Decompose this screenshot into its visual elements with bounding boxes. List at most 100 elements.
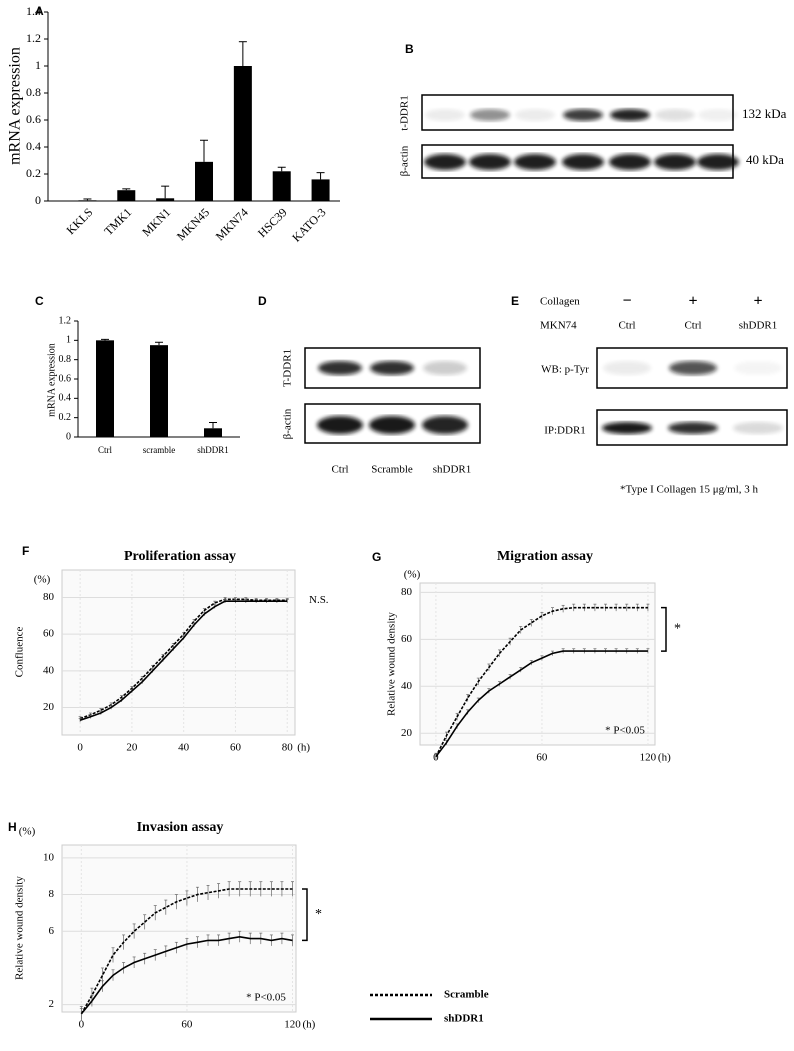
blot-band [424,154,466,170]
blot-band [470,109,510,121]
bar [156,198,175,201]
y-tick-label: 0.4 [59,393,72,404]
panel-letter: C [35,294,44,308]
series-line [79,600,288,722]
y-tick-label: 0.8 [59,354,72,365]
blot-header-label: MKN74 [540,320,577,332]
blot-band [669,361,717,375]
blot-band [603,361,651,375]
blot-band [609,154,651,170]
blot-band [602,422,652,434]
plot-area [61,569,296,736]
bar [233,66,252,201]
y-axis-label: mRNA expression [46,343,57,417]
y-tick-label: 0 [35,193,41,207]
y-tick-label: 80 [401,586,413,598]
series-line [79,598,288,720]
y-tick-label: 1.2 [59,315,72,326]
panel-letter: B [405,42,414,56]
y-tick-label: 1.4 [26,4,41,18]
x-tick-label: HSC39 [255,205,290,240]
y-tick-label: 0.2 [59,412,72,423]
blot-row-label: T-DDR1 [282,349,294,387]
blot-row-label: t-DDR1 [399,95,411,130]
blot-band [469,154,511,170]
blot-band [515,109,555,121]
y-tick-label: 6 [49,925,55,937]
y-axis-label: Relative wound density [386,612,398,716]
chart-title: Migration assay [497,549,593,564]
blot-band [318,361,362,375]
x-tick-label: TMK1 [101,205,134,238]
chart-title: Proliferation assay [124,549,236,564]
blot-band [422,416,468,434]
blot-band [654,154,696,170]
x-tick-label: MKN45 [174,205,212,243]
significance-star: * [674,622,681,637]
x-tick-label: 60 [536,752,548,764]
x-tick-label: 20 [126,742,138,754]
blot-header-lane: shDDR1 [739,320,778,332]
blot-band [514,154,556,170]
blot-band [425,109,465,121]
significance-bracket [661,606,667,652]
blot-size: 40 kDa [746,152,784,167]
blot-band [369,416,415,434]
blot-header-lane: Ctrl [618,320,635,332]
blot-note: *Type I Collagen 15 μg/ml, 3 h [620,484,759,496]
blot-band [562,154,604,170]
bar [96,340,114,437]
blot-band [698,109,738,121]
panel-letter: F [22,544,29,558]
x-axis-label: (h) [302,1019,315,1031]
x-tick-label: KKLS [63,205,95,237]
x-tick-label: shDDR1 [197,445,229,455]
series-line [435,606,648,758]
x-axis-label: (h) [297,742,310,754]
y-axis-label: mRNA expression [7,47,24,165]
blot-bands [317,109,783,434]
blot-header-lane: − [622,293,631,310]
x-tick-label: scramble [143,445,175,455]
y-tick-label: 1 [66,335,71,346]
x-tick-label: 120 [640,752,657,764]
blot-header-label: Collagen [540,296,580,308]
x-tick-label: 0 [79,1019,85,1031]
y-axis-label: Relative wound density [14,876,26,980]
panel-letter: G [372,550,381,564]
legend-label: Scramble [444,989,489,1001]
x-tick-label: MKN1 [139,205,173,239]
x-tick-label: 40 [178,742,190,754]
x-tick-label: 60 [230,742,242,754]
y-tick-label: 2 [49,998,55,1010]
blot-row-label: IP:DDR1 [544,425,586,437]
y-tick-label: 80 [43,591,55,603]
bar [195,161,213,201]
significance-star: * [315,907,322,922]
x-tick-label: Ctrl [98,445,113,455]
y-tick-label: 0 [66,431,71,442]
x-axis-label: (h) [658,752,671,764]
x-tick-label: MKN74 [213,205,251,243]
bar [150,345,168,437]
blot-lane-label: shDDR1 [433,464,472,476]
panel-letter: A [35,4,44,18]
blot-band [563,109,603,121]
y-axis-unit: (%) [404,569,421,581]
series-line [435,650,648,758]
blot-header-lane: + [753,293,762,310]
y-tick-label: 60 [43,628,55,640]
bar [272,171,291,201]
blot-band [317,416,363,434]
blot-band [423,361,467,375]
y-tick-label: 0.2 [26,166,41,180]
y-tick-label: 20 [401,727,413,739]
x-tick-label: 60 [181,1019,193,1031]
panel-letter: E [511,294,519,308]
y-tick-label: 60 [401,633,413,645]
blot-band [370,361,414,375]
x-tick-label: 120 [284,1019,301,1031]
blot-band [697,154,739,170]
y-axis-label: Confluence [14,627,26,678]
